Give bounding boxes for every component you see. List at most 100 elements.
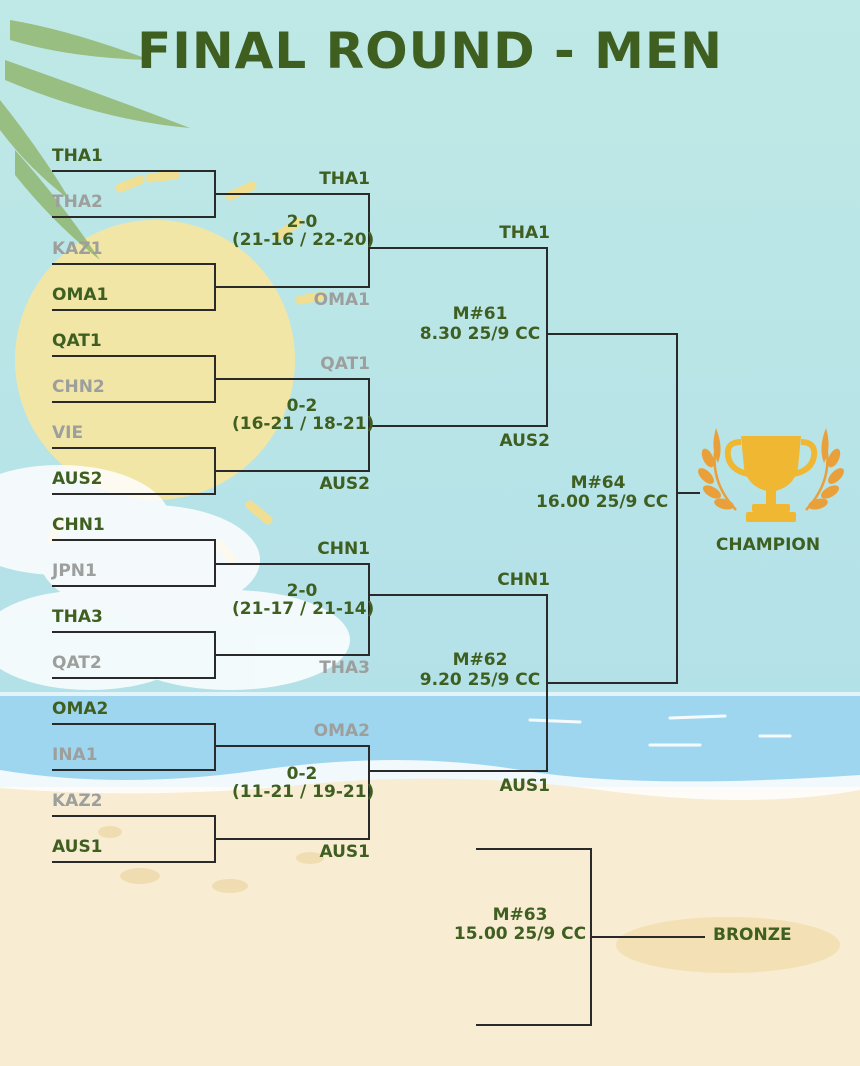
round1-team: QAT1 (52, 331, 102, 351)
quarterfinal-line (216, 838, 370, 840)
round1-line (52, 539, 216, 541)
quarterfinal-team: AUS1 (319, 842, 370, 862)
semifinal-line (370, 425, 548, 427)
quarterfinal-connector (368, 378, 370, 472)
final-match-number: M#64 (570, 473, 626, 493)
semifinal-connector (546, 594, 548, 772)
round1-connector (214, 170, 216, 218)
semifinal-line (370, 247, 548, 249)
quarterfinal-team: THA3 (319, 658, 370, 678)
semifinal-match-time: 8.30 25/9 CC (419, 324, 541, 344)
round1-line (52, 677, 216, 679)
quarterfinal-team: OMA2 (313, 721, 370, 741)
round1-connector (214, 631, 216, 679)
round1-team: CHN1 (52, 515, 105, 535)
round1-team: KAZ2 (52, 791, 103, 811)
final-match-time: 16.00 25/9 CC (536, 492, 669, 512)
final-line (548, 333, 678, 335)
round1-line (52, 493, 216, 495)
quarterfinal-team: CHN1 (317, 539, 370, 559)
quarterfinal-sets: (16-21 / 18-21) (232, 414, 375, 434)
quarterfinal-connector (368, 745, 370, 840)
semifinal-line (370, 770, 548, 772)
round1-line (52, 355, 216, 357)
quarterfinal-team: AUS2 (319, 474, 370, 494)
quarterfinal-line (216, 378, 370, 380)
quarterfinal-score: 0-2 (286, 763, 318, 784)
round1-team: THA2 (52, 192, 103, 212)
round1-connector (214, 447, 216, 495)
bronze-match-number: M#63 (492, 905, 548, 925)
semifinal-match-time: 9.20 25/9 CC (419, 670, 541, 690)
round1-line (52, 585, 216, 587)
round1-team: AUS2 (52, 469, 103, 489)
semifinal-team: AUS1 (499, 776, 550, 796)
quarterfinal-sets: (11-21 / 19-21) (232, 781, 375, 802)
quarterfinal-sets: (21-17 / 21-14) (232, 598, 375, 619)
round1-line (52, 263, 216, 265)
round1-connector (214, 723, 216, 771)
semifinal-team: CHN1 (497, 570, 550, 590)
round1-line (52, 861, 216, 863)
page-title: FINAL ROUND - MEN (137, 22, 723, 80)
round1-line (52, 769, 216, 771)
bronze-to-label-line (592, 936, 705, 938)
quarterfinal-connector (368, 193, 370, 288)
quarterfinal-sets: (21-16 / 22-20) (232, 229, 375, 250)
semifinal-team: THA1 (499, 223, 550, 243)
round1-line (52, 170, 216, 172)
trophy-icon (698, 428, 844, 522)
quarterfinal-connector (368, 563, 370, 656)
final-line (548, 682, 678, 684)
bronze-match-time: 15.00 25/9 CC (453, 924, 587, 944)
round1-team: QAT2 (52, 653, 102, 673)
semifinal-match-number: M#61 (452, 304, 508, 324)
round1-team: VIE (52, 423, 84, 443)
bronze-line (476, 848, 592, 850)
quarterfinal-score: 2-0 (286, 211, 318, 232)
semifinal-connector (546, 247, 548, 427)
quarterfinal-team: OMA1 (313, 290, 370, 310)
round1-team: OMA2 (52, 699, 109, 719)
round1-connector (214, 815, 216, 863)
bronze-match-info: M#63 15.00 25/9 CC (450, 906, 590, 944)
semifinal-line (370, 594, 548, 596)
palm-leaves (0, 20, 190, 260)
quarterfinal-line (216, 193, 370, 195)
round1-line (52, 216, 216, 218)
sand-patch (616, 917, 840, 973)
round1-team: THA1 (52, 146, 103, 166)
round1-line (52, 447, 216, 449)
bronze-connector (590, 848, 592, 1026)
quarterfinal-score: 0-2 (286, 396, 318, 416)
cup-icon (724, 436, 818, 522)
semifinal-team: AUS2 (499, 431, 550, 451)
round1-line (52, 309, 216, 311)
round1-line (52, 815, 216, 817)
round1-connector (214, 539, 216, 587)
laurel-right-icon (805, 428, 844, 511)
round1-line (52, 631, 216, 633)
quarterfinal-line (216, 563, 370, 565)
final-connector (676, 333, 678, 684)
round1-team: INA1 (52, 745, 98, 765)
semifinal-match-number: M#62 (452, 650, 508, 670)
final-to-champion-line (678, 492, 700, 494)
round1-connector (214, 263, 216, 311)
round1-line (52, 401, 216, 403)
quarterfinal-team: QAT1 (320, 354, 370, 374)
round1-team: OMA1 (52, 285, 109, 305)
round1-connector (214, 355, 216, 403)
final-match-info: M#64 16.00 25/9 CC (536, 473, 669, 512)
champion-label: CHAMPION (715, 535, 821, 555)
quarterfinal-line (216, 654, 370, 656)
bronze-label: BRONZE (713, 925, 792, 945)
round1-line (52, 723, 216, 725)
cloud (0, 465, 350, 690)
bronze-line (476, 1024, 592, 1026)
round1-team: JPN1 (52, 561, 97, 581)
sun (15, 220, 295, 500)
round1-team: KAZ1 (52, 239, 103, 259)
quarterfinal-line (216, 745, 370, 747)
